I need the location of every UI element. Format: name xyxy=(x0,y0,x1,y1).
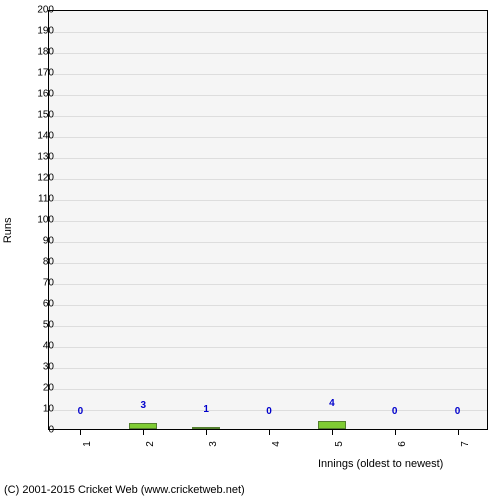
y-tick-label: 50 xyxy=(24,320,54,331)
gridline xyxy=(49,221,487,222)
bar-value-label: 0 xyxy=(78,406,84,417)
x-tick-label: 3 xyxy=(208,441,219,447)
plot-area: 0 3 1 0 4 0 0 xyxy=(48,10,488,430)
x-tick xyxy=(269,429,270,435)
x-tick xyxy=(80,429,81,435)
gridline xyxy=(49,242,487,243)
chart-container: 0 3 1 0 4 0 0 xyxy=(48,10,488,450)
gridline xyxy=(49,305,487,306)
gridline xyxy=(49,389,487,390)
y-tick-label: 20 xyxy=(24,383,54,394)
y-tick-label: 10 xyxy=(24,404,54,415)
y-tick-label: 180 xyxy=(24,47,54,58)
gridline xyxy=(49,179,487,180)
bar-value-label: 0 xyxy=(266,406,272,417)
gridline xyxy=(49,158,487,159)
copyright-text: (C) 2001-2015 Cricket Web (www.cricketwe… xyxy=(4,484,245,496)
gridline xyxy=(49,263,487,264)
bar-value-label: 1 xyxy=(203,404,209,415)
y-tick-label: 0 xyxy=(24,425,54,436)
x-axis-label: Innings (oldest to newest) xyxy=(318,458,443,470)
x-tick xyxy=(458,429,459,435)
y-tick-label: 130 xyxy=(24,152,54,163)
y-tick-label: 110 xyxy=(24,194,54,205)
x-tick-label: 7 xyxy=(460,441,471,447)
y-tick-label: 160 xyxy=(24,89,54,100)
y-axis-label: Runs xyxy=(2,217,14,243)
y-tick-label: 140 xyxy=(24,131,54,142)
y-tick-label: 80 xyxy=(24,257,54,268)
y-tick-label: 190 xyxy=(24,26,54,37)
gridline xyxy=(49,74,487,75)
bar xyxy=(318,421,346,429)
x-tick xyxy=(143,429,144,435)
x-tick-label: 4 xyxy=(271,441,282,447)
y-tick-label: 150 xyxy=(24,110,54,121)
bar-value-label: 3 xyxy=(141,400,147,411)
bar-value-label: 4 xyxy=(329,398,335,409)
x-tick xyxy=(332,429,333,435)
x-tick-label: 6 xyxy=(397,441,408,447)
gridline xyxy=(49,200,487,201)
gridline xyxy=(49,326,487,327)
y-tick-label: 170 xyxy=(24,68,54,79)
gridline xyxy=(49,116,487,117)
x-tick-label: 1 xyxy=(82,441,93,447)
x-tick-label: 5 xyxy=(334,441,345,447)
y-tick-label: 30 xyxy=(24,362,54,373)
gridline xyxy=(49,368,487,369)
y-tick-label: 200 xyxy=(24,5,54,16)
y-tick-label: 60 xyxy=(24,299,54,310)
y-tick-label: 90 xyxy=(24,236,54,247)
x-tick-label: 2 xyxy=(145,441,156,447)
gridline xyxy=(49,95,487,96)
gridline xyxy=(49,32,487,33)
gridline xyxy=(49,53,487,54)
bar-value-label: 0 xyxy=(455,406,461,417)
gridline xyxy=(49,347,487,348)
y-tick-label: 40 xyxy=(24,341,54,352)
y-tick-label: 120 xyxy=(24,173,54,184)
y-tick-label: 100 xyxy=(24,215,54,226)
gridline xyxy=(49,284,487,285)
y-tick-label: 70 xyxy=(24,278,54,289)
x-tick xyxy=(395,429,396,435)
gridline xyxy=(49,137,487,138)
bar-value-label: 0 xyxy=(392,406,398,417)
x-tick xyxy=(206,429,207,435)
